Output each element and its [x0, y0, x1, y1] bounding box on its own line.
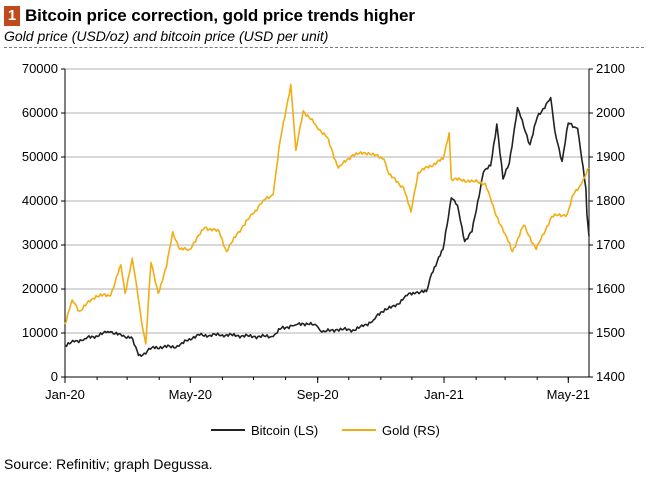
gold-line: [64, 83, 590, 345]
right-tick-label: 1500: [596, 325, 625, 340]
left-tick-label: 30000: [22, 237, 58, 252]
x-tick-label: May-21: [547, 387, 590, 402]
right-tick-label: 1700: [596, 237, 625, 252]
right-tick-label: 1600: [596, 281, 625, 296]
axes: 0 10000 20000 30000 40000 50000 60000 70000 1400…: [22, 61, 625, 402]
left-tick-label: 20000: [22, 281, 58, 296]
right-tick-label: 1800: [596, 193, 625, 208]
series-lines: [64, 83, 590, 358]
chart-header: 1 Bitcoin price correction, gold price t…: [4, 6, 644, 44]
left-tick-label: 10000: [22, 325, 58, 340]
right-tick-label: 2000: [596, 105, 625, 120]
legend-label-bitcoin: Bitcoin (LS): [251, 423, 318, 438]
right-tick-label: 1400: [596, 369, 625, 384]
right-tick-label: 2100: [596, 61, 625, 76]
x-tick-label: May-20: [169, 387, 212, 402]
header-divider: [4, 47, 644, 48]
legend: Bitcoin (LS) Gold (RS): [211, 423, 440, 438]
x-tick-label: Jan-21: [424, 387, 464, 402]
figure-number-badge: 1: [4, 6, 20, 26]
source-note: Source: Refinitiv; graph Degussa.: [4, 456, 213, 472]
bitcoin-line: [64, 96, 590, 358]
left-tick-label: 0: [51, 369, 58, 384]
x-tick-label: Sep-20: [297, 387, 339, 402]
chart-title: Bitcoin price correction, gold price tre…: [25, 6, 415, 25]
left-tick-label: 60000: [22, 105, 58, 120]
x-tick-label: Jan-20: [45, 387, 85, 402]
left-tick-label: 70000: [22, 61, 58, 76]
dual-axis-line-chart: 0 10000 20000 30000 40000 50000 60000 70000 1400…: [22, 61, 625, 438]
left-tick-label: 40000: [22, 193, 58, 208]
legend-label-gold: Gold (RS): [382, 423, 440, 438]
left-tick-label: 50000: [22, 149, 58, 164]
right-tick-label: 1900: [596, 149, 625, 164]
title-row: 1 Bitcoin price correction, gold price t…: [4, 6, 644, 26]
grid-lines: [65, 68, 589, 334]
chart-subtitle: Gold price (USD/oz) and bitcoin price (U…: [4, 28, 329, 44]
